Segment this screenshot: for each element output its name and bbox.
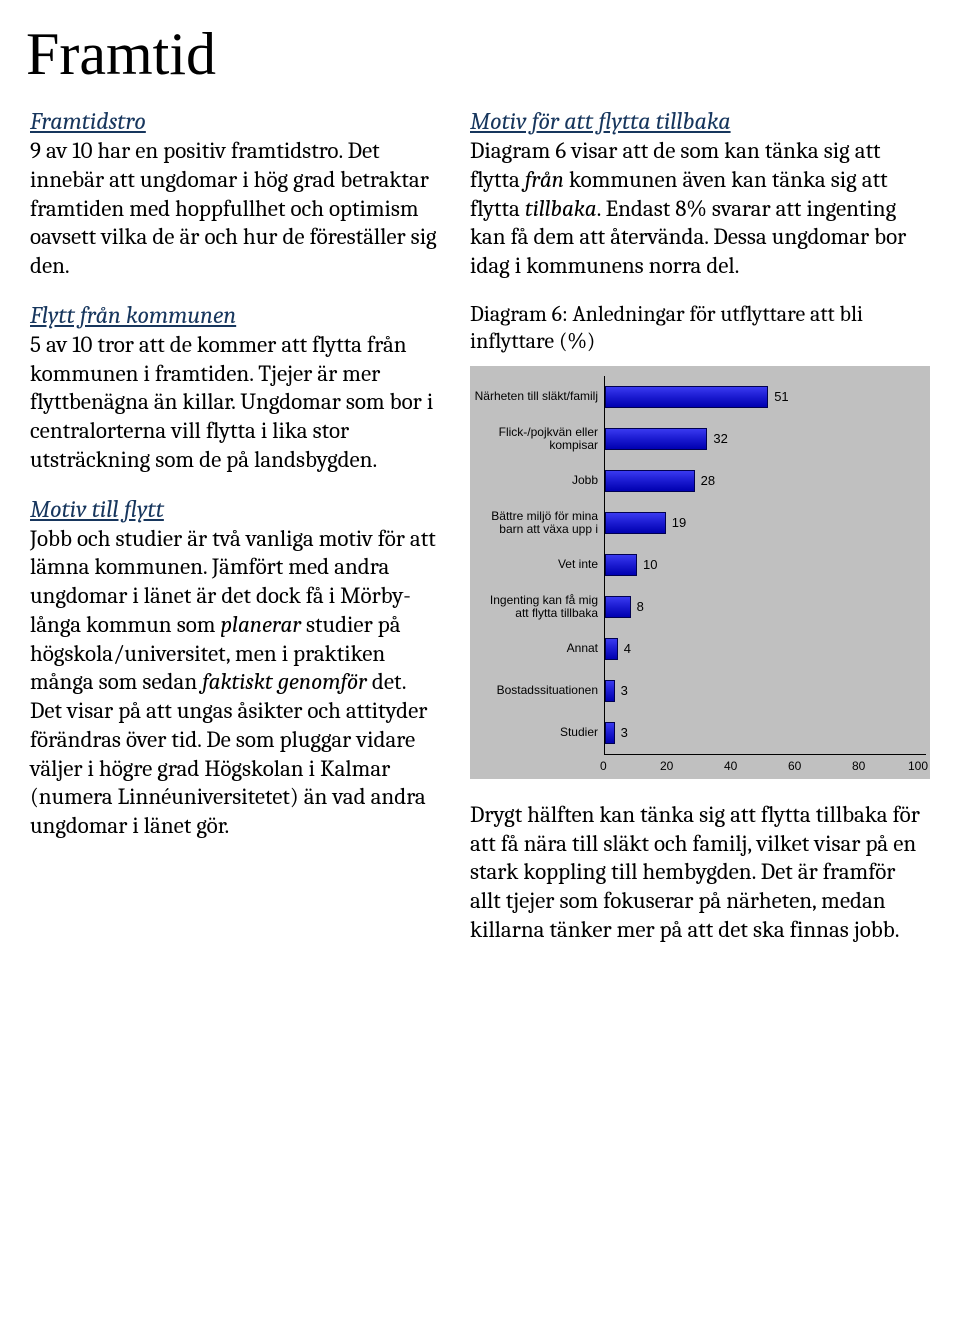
chart-bar-track: 3 — [604, 712, 926, 754]
body-flytt-fran: 5 av 10 tror att de kommer att flytta fr… — [30, 331, 438, 475]
chart-row: Bättre miljö för mina barn att växa upp … — [604, 502, 926, 544]
heading-motiv-tillbaka: Motiv för att flytta tillbaka — [470, 107, 930, 135]
chart-bar — [605, 638, 618, 660]
page-title: Framtid — [26, 20, 930, 89]
chart-bar-value: 3 — [621, 725, 628, 740]
chart-row-label: Bättre miljö för mina barn att växa upp … — [474, 510, 604, 536]
chart-row: Närheten till släkt/familj51 — [604, 376, 926, 418]
body-motiv-tillbaka: Diagram 6 visar att de som kan tänka sig… — [470, 137, 930, 281]
body-framtidstro: 9 av 10 har en positiv framtidstro. Det … — [30, 137, 438, 281]
chart-bar-track: 8 — [604, 586, 926, 628]
chart-row-label: Jobb — [474, 474, 604, 487]
chart-bar-track: 4 — [604, 628, 926, 670]
chart-row-label: Närheten till släkt/familj — [474, 390, 604, 403]
chart-bar-value: 32 — [713, 431, 727, 446]
chart-row: Vet inte10 — [604, 544, 926, 586]
body-motiv-till-flytt: Jobb och studier är två vanliga motiv fö… — [30, 525, 438, 841]
body-conclusion: Drygt hälften kan tänka sig att flytta t… — [470, 801, 930, 945]
chart-bar-value: 4 — [624, 641, 631, 656]
chart-plot-area: Närheten till släkt/familj51Flick-/pojkv… — [604, 376, 926, 755]
chart-bar — [605, 554, 637, 576]
chart-bar — [605, 386, 768, 408]
text-fragment-italic: tillbaka — [525, 195, 597, 222]
chart-x-tick: 20 — [604, 759, 668, 771]
chart-bar-track: 19 — [604, 502, 926, 544]
chart-bar-value: 8 — [637, 599, 644, 614]
chart-row: Ingenting kan få mig att flytta tillbaka… — [604, 586, 926, 628]
chart-bar — [605, 722, 615, 744]
chart-x-tick: 40 — [668, 759, 732, 771]
text-fragment-italic: från — [525, 166, 564, 193]
chart-row-label: Ingenting kan få mig att flytta tillbaka — [474, 594, 604, 620]
chart-bar-track: 10 — [604, 544, 926, 586]
left-column: Framtidstro 9 av 10 har en positiv framt… — [30, 107, 438, 965]
chart-caption: Diagram 6: Anledningar för utflyttare at… — [470, 301, 930, 356]
chart-bar-track: 28 — [604, 460, 926, 502]
chart-bar — [605, 512, 666, 534]
chart-row-label: Vet inte — [474, 558, 604, 571]
heading-motiv-till-flytt: Motiv till flytt — [30, 495, 438, 523]
chart-bar-value: 10 — [643, 557, 657, 572]
chart-row: Bostadssituationen3 — [604, 670, 926, 712]
chart-row-label: Annat — [474, 642, 604, 655]
chart-bar-value: 3 — [621, 683, 628, 698]
columns: Framtidstro 9 av 10 har en positiv framt… — [30, 107, 930, 965]
chart-bar-track: 3 — [604, 670, 926, 712]
chart-row-label: Bostadssituationen — [474, 684, 604, 697]
right-column: Motiv för att flytta tillbaka Diagram 6 … — [470, 107, 930, 965]
chart-bar-track: 51 — [604, 376, 926, 418]
chart-bar — [605, 596, 631, 618]
chart-row-label: Studier — [474, 726, 604, 739]
chart-row: Jobb28 — [604, 460, 926, 502]
chart-bar — [605, 428, 707, 450]
text-fragment-italic: faktiskt genomför — [202, 668, 367, 695]
chart-bar-value: 51 — [774, 389, 788, 404]
chart-bar-value: 28 — [701, 473, 715, 488]
heading-flytt-fran: Flytt från kommunen — [30, 301, 438, 329]
text-fragment-italic: planerar — [221, 611, 301, 638]
chart-bar — [605, 470, 695, 492]
heading-framtidstro: Framtidstro — [30, 107, 438, 135]
chart-row-label: Flick-/pojkvän eller kompisar — [474, 426, 604, 452]
chart-row: Annat4 — [604, 628, 926, 670]
chart-x-tick: 80 — [796, 759, 860, 771]
chart-row: Flick-/pojkvän eller kompisar32 — [604, 418, 926, 460]
chart-bar-track: 32 — [604, 418, 926, 460]
chart-x-tick: 60 — [732, 759, 796, 771]
chart-x-axis: 020406080100 — [604, 755, 924, 771]
chart-bar-value: 19 — [672, 515, 686, 530]
chart-bar — [605, 680, 615, 702]
chart-row: Studier3 — [604, 712, 926, 754]
chart-x-tick: 100 — [860, 759, 924, 771]
bar-chart: Närheten till släkt/familj51Flick-/pojkv… — [470, 366, 930, 779]
